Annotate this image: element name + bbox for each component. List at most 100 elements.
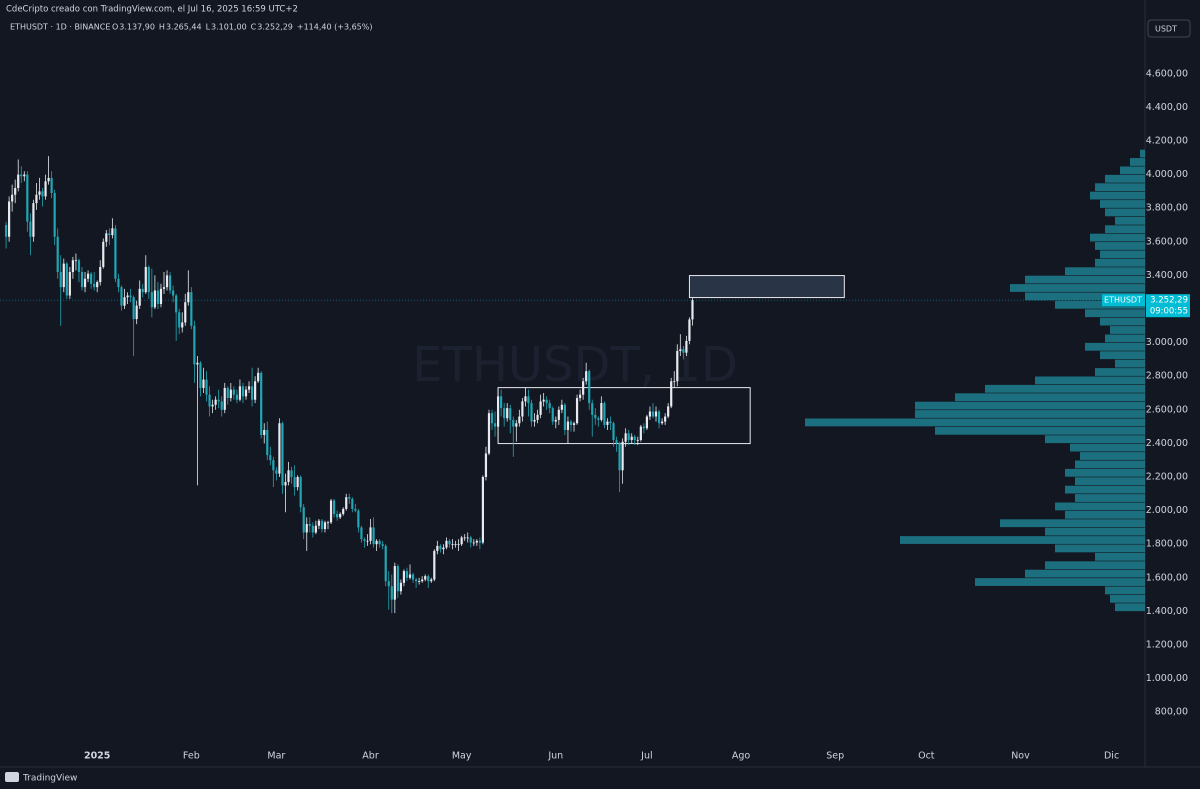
volume-profile-bar <box>900 536 1145 544</box>
candle-body <box>551 408 554 422</box>
currency-button[interactable] <box>1147 19 1191 38</box>
volume-profile-bar <box>1105 208 1145 217</box>
candle-body <box>645 416 649 429</box>
candle-body <box>317 520 320 526</box>
x-tick-label: Oct <box>918 751 935 762</box>
candle-body <box>223 387 226 410</box>
candle-body <box>603 403 606 425</box>
candle-body <box>111 228 114 236</box>
symbol: ETHUSDT · 1D · BINANCE <box>10 23 110 32</box>
candle-body <box>463 537 466 539</box>
candle-body <box>402 571 406 583</box>
candle-body <box>211 404 214 407</box>
candle-body <box>23 174 26 177</box>
candle-body <box>418 581 421 582</box>
volume-profile-bar <box>1120 166 1145 175</box>
x-tick-label: Sep <box>826 751 844 762</box>
candle-body <box>32 203 35 237</box>
candle-body <box>56 236 59 273</box>
candle-body <box>290 470 293 478</box>
candle-body <box>509 408 512 420</box>
volume-profile-bar <box>1070 443 1145 452</box>
candle-body <box>439 545 442 550</box>
volume-profile-bar <box>1110 594 1145 603</box>
volume-profile-bar <box>1095 258 1145 267</box>
x-tick-label: Dic <box>1104 751 1119 762</box>
volume-profile-bar <box>1075 494 1145 502</box>
candle-body <box>102 241 105 267</box>
volume-profile-bar <box>975 578 1145 586</box>
y-tick-label: 4.600,00 <box>1146 68 1188 79</box>
currency[interactable]: USDT <box>1155 25 1177 34</box>
y-tick-label: 3.800,00 <box>1146 203 1188 214</box>
candle-body <box>65 263 68 296</box>
candle-body <box>654 411 658 417</box>
candle-body <box>232 389 235 395</box>
candle-body <box>597 418 600 420</box>
candle-body <box>469 537 472 543</box>
volume-profile-bar <box>1085 309 1145 318</box>
candle-body <box>557 409 560 420</box>
volume-profile-bar <box>1075 477 1145 486</box>
volume-profile-bar <box>1055 300 1145 309</box>
candle-body <box>484 453 488 478</box>
candle-body <box>59 272 62 288</box>
candle-body <box>524 396 527 402</box>
candle-body <box>83 278 87 288</box>
brand-logo <box>5 772 19 782</box>
volume-profile-bar <box>1105 225 1145 234</box>
candle-body <box>135 305 138 320</box>
candle-body <box>20 174 23 177</box>
candle-body <box>26 174 29 222</box>
candle-body <box>214 399 217 405</box>
volume-profile-bar <box>1055 502 1145 511</box>
candle-body <box>342 508 345 514</box>
volume-profile-bar <box>1025 569 1145 578</box>
candle-body <box>250 386 254 400</box>
volume-profile-bar <box>1100 250 1145 259</box>
candle-body <box>411 574 415 580</box>
volume-profile-bar <box>1085 342 1145 351</box>
candle-body <box>651 411 655 417</box>
candle-body <box>630 436 633 441</box>
plot-layer <box>0 156 1145 614</box>
candle-body <box>466 537 469 539</box>
candle-body <box>527 396 530 404</box>
candle-body <box>676 350 679 382</box>
candle-body <box>38 191 41 195</box>
candle-body <box>560 404 563 410</box>
legend-key: L <box>206 23 211 32</box>
candle-body <box>554 419 557 422</box>
candle-body <box>96 282 99 288</box>
volume-profile-bar <box>1090 233 1145 242</box>
volume-profile-bar <box>1025 275 1145 284</box>
candle-body <box>90 273 93 284</box>
y-tick-label: 4.200,00 <box>1146 135 1188 146</box>
candle-body <box>244 389 248 397</box>
volume-profile-bar <box>915 410 1145 418</box>
volume-profile-bar <box>1025 292 1145 301</box>
zone <box>688 275 845 299</box>
candle-body <box>621 441 624 471</box>
candle-body <box>14 188 17 195</box>
candle-body <box>62 263 65 288</box>
candle-body <box>542 399 545 402</box>
volume-profile-bar <box>1115 359 1145 368</box>
candle-body <box>287 470 290 483</box>
candle-body <box>387 581 390 587</box>
candle-body <box>8 201 11 237</box>
countdown: 09:00:55 <box>1150 307 1188 317</box>
candle-body <box>405 571 409 578</box>
candle-body <box>600 403 603 420</box>
last-price-label: 3.252,29 <box>1150 296 1188 306</box>
candle-body <box>372 527 375 545</box>
volume-profile-bar <box>1065 267 1145 276</box>
candle-body <box>545 399 548 404</box>
candle-body <box>284 482 287 486</box>
volume-profile-bar <box>1080 452 1145 460</box>
candle-body <box>217 399 220 402</box>
volume-profile-bar <box>1100 317 1145 326</box>
candle-body <box>269 455 272 461</box>
candle-body <box>4 224 8 237</box>
